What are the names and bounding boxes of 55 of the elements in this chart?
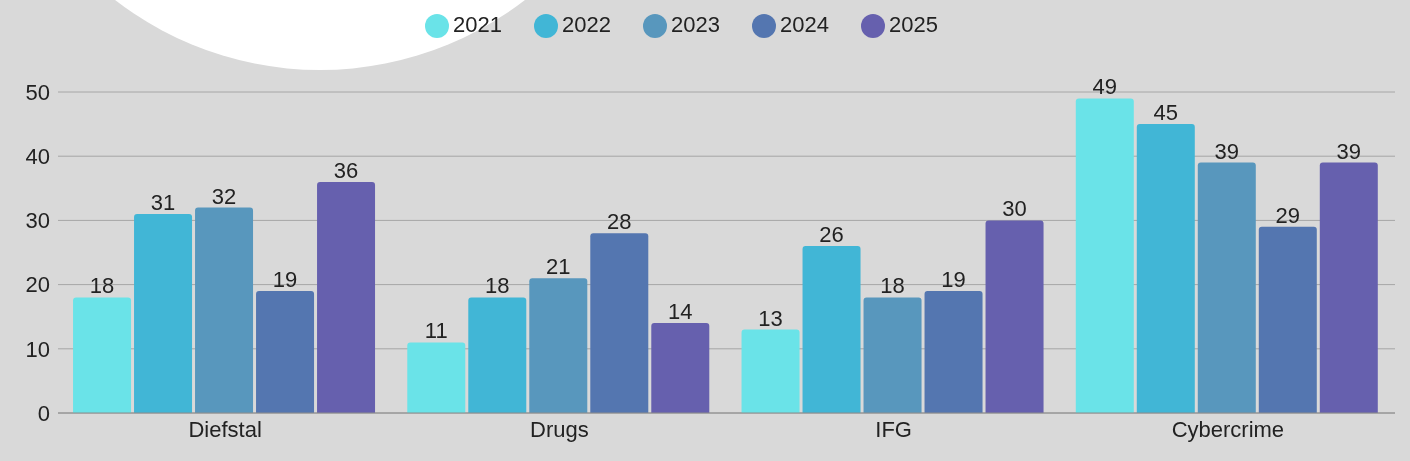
data-label: 13: [758, 305, 783, 331]
legend-label: 2025: [888, 12, 938, 37]
bar: [407, 342, 466, 413]
y-tick-label: 50: [25, 79, 50, 105]
y-tick-label: 30: [25, 208, 50, 234]
bar: [741, 329, 800, 413]
x-tick-label: Cybercrime: [1171, 416, 1285, 442]
data-label: 31: [150, 189, 176, 215]
data-label: 11: [424, 318, 448, 344]
bar: [1136, 124, 1195, 413]
bar: [468, 297, 527, 413]
data-label: 18: [485, 273, 510, 299]
bar: [985, 220, 1044, 413]
y-tick-label: 20: [25, 272, 50, 298]
bar: [195, 207, 254, 413]
x-tick-label: Diefstal: [188, 416, 262, 442]
data-label: 36: [333, 157, 359, 183]
data-label: 45: [1153, 100, 1179, 126]
x-tick-label: IFG: [875, 416, 912, 442]
bar: [1319, 162, 1378, 413]
data-label: 19: [272, 267, 298, 293]
bar: [134, 213, 193, 413]
bar: [1197, 162, 1256, 413]
bar: [73, 297, 132, 413]
y-tick-label: 10: [25, 336, 50, 362]
bar: [924, 291, 983, 413]
data-label: 18: [89, 273, 115, 299]
data-label: 32: [211, 183, 237, 209]
bar: [256, 291, 315, 413]
data-label: 28: [607, 209, 632, 235]
data-label: 30: [1002, 196, 1027, 222]
data-label: 14: [668, 299, 693, 325]
data-label: 49: [1092, 74, 1118, 100]
legend-label: 2022: [562, 12, 612, 37]
data-label: 29: [1275, 202, 1301, 228]
bar: [529, 278, 588, 413]
y-tick-label: 40: [25, 144, 50, 170]
bar: [651, 323, 710, 413]
data-label: 19: [941, 267, 966, 293]
x-tick-label: Drugs: [530, 416, 589, 442]
data-label: 39: [1336, 138, 1362, 164]
legend-label: 2023: [671, 12, 720, 37]
bar: [1075, 98, 1134, 413]
data-label: 39: [1214, 138, 1240, 164]
bar: [863, 297, 922, 413]
y-tick-label: 0: [37, 400, 50, 426]
bar: [590, 233, 649, 413]
legend-label: 2021: [453, 12, 503, 37]
bar: [802, 246, 861, 413]
bar: [1258, 226, 1317, 413]
data-label: 18: [880, 273, 905, 299]
data-label: 26: [819, 222, 844, 248]
bar: [317, 181, 376, 413]
data-label: 21: [546, 254, 571, 280]
legend-label: 2024: [779, 12, 829, 37]
